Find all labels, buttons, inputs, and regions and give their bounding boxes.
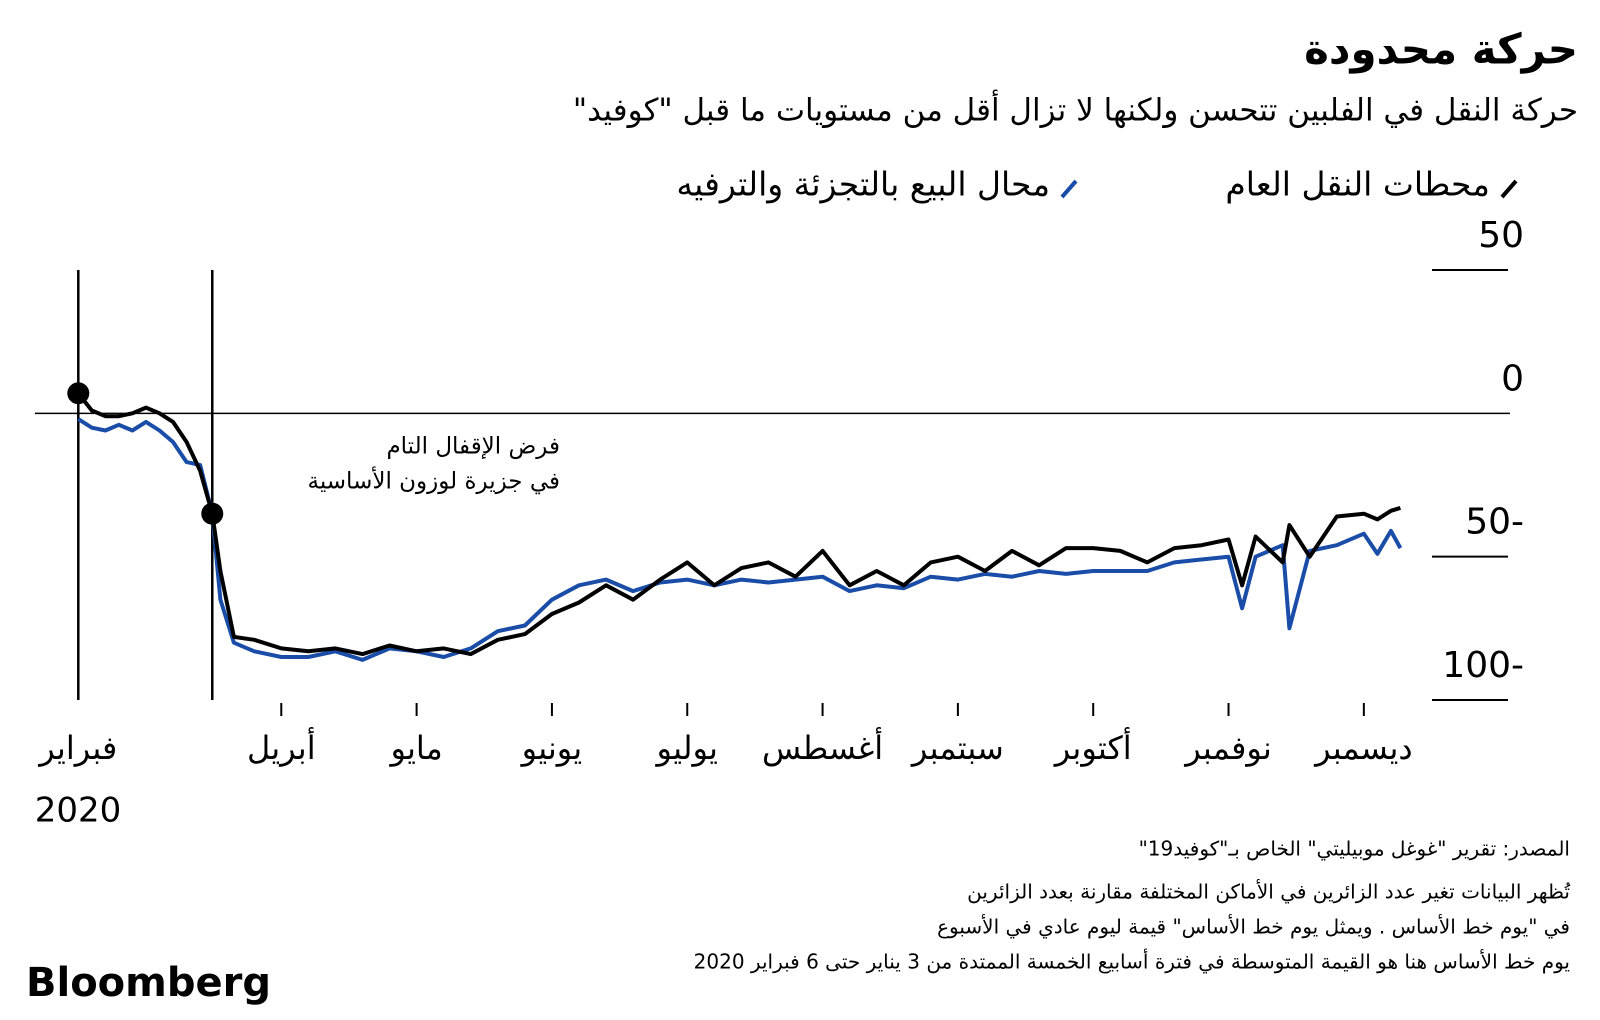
note: في "يوم خط الأساس . ويمثل يوم خط الأساس"… (937, 915, 1570, 940)
note: يوم خط الأساس هنا هو القيمة المتوسطة في … (694, 949, 1570, 975)
legend-label: محال البيع بالتجزئة والترفيه (676, 165, 1050, 204)
legend-swatch (1500, 179, 1518, 199)
x-tick-label: مايو (388, 729, 442, 767)
x-tick-label: نوفمبر (1183, 729, 1272, 767)
x-tick-label: أكتوبر (1053, 727, 1132, 767)
y-tick-label: 0 (1501, 358, 1524, 399)
x-tick-label: يونيو (520, 729, 583, 767)
legend-swatch (1060, 179, 1078, 199)
x-tick-label: ديسمبر (1313, 729, 1413, 767)
annotation: في جزيرة لوزون الأساسية (308, 467, 560, 495)
x-tick-label: أبريل (247, 727, 316, 767)
chart-title: حركة محدودة (1304, 25, 1578, 75)
y-tick-label: 50 (1478, 215, 1524, 256)
chart-subtitle: حركة النقل في الفلبين تتحسن ولكنها لا تز… (573, 90, 1578, 129)
legend-label: محطات النقل العام (1225, 165, 1490, 204)
y-tick-label: 100- (1442, 645, 1524, 686)
x-tick-label: سبتمبر (910, 729, 1004, 767)
event-dot (67, 382, 90, 405)
x-tick-label: فبراير (37, 729, 117, 767)
y-tick-label: 50- (1465, 502, 1524, 543)
data-line (77, 417, 1403, 662)
event-dot (201, 502, 224, 525)
x-tick-label: أغسطس (762, 727, 883, 767)
x-tick-label: يوليو (655, 729, 718, 767)
note: تُظهر البيانات تغير عدد الزائرين في الأم… (967, 880, 1570, 905)
brand: Bloomberg (26, 960, 271, 1006)
annotation: فرض الإقفال التام (386, 434, 560, 460)
data-line (76, 392, 1401, 657)
note: المصدر: تقرير "غوغل موبيليتي" الخاص بـ"ك… (1139, 837, 1570, 862)
x-year-label: 2020 (35, 791, 122, 831)
